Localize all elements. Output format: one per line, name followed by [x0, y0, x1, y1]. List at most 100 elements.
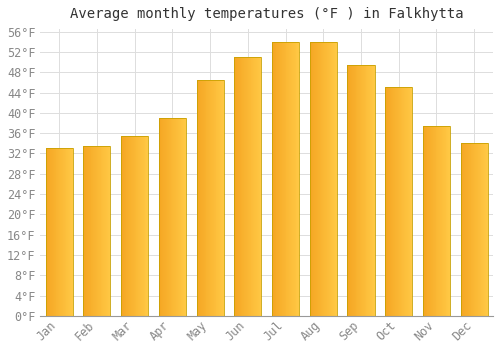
Bar [485, 143, 486, 316]
Bar [460, 143, 462, 316]
Bar [396, 88, 397, 316]
Bar [53, 148, 54, 316]
Bar [358, 65, 359, 316]
Bar [176, 118, 177, 316]
Bar [272, 42, 299, 316]
Bar [248, 57, 250, 316]
Bar [60, 148, 61, 316]
Bar [276, 42, 278, 316]
Bar [487, 143, 488, 316]
Bar [274, 42, 276, 316]
Bar [283, 42, 284, 316]
Bar [178, 118, 180, 316]
Bar [460, 143, 488, 316]
Bar [100, 146, 102, 316]
Bar [235, 57, 236, 316]
Bar [46, 148, 48, 316]
Bar [139, 136, 140, 316]
Bar [474, 143, 475, 316]
Bar [218, 80, 219, 316]
Bar [292, 42, 293, 316]
Bar [237, 57, 238, 316]
Bar [213, 80, 214, 316]
Bar [72, 148, 73, 316]
Bar [370, 65, 371, 316]
Bar [177, 118, 178, 316]
Bar [433, 126, 434, 316]
Bar [394, 88, 395, 316]
Bar [353, 65, 354, 316]
Bar [170, 118, 172, 316]
Bar [273, 42, 274, 316]
Bar [221, 80, 222, 316]
Bar [360, 65, 361, 316]
Bar [443, 126, 444, 316]
Bar [475, 143, 476, 316]
Bar [280, 42, 281, 316]
Bar [141, 136, 142, 316]
Bar [219, 80, 220, 316]
Bar [315, 42, 316, 316]
Bar [478, 143, 480, 316]
Bar [95, 146, 96, 316]
Bar [245, 57, 246, 316]
Bar [352, 65, 353, 316]
Bar [468, 143, 469, 316]
Bar [68, 148, 69, 316]
Bar [281, 42, 282, 316]
Bar [477, 143, 478, 316]
Bar [159, 118, 186, 316]
Bar [144, 136, 146, 316]
Bar [64, 148, 66, 316]
Bar [166, 118, 167, 316]
Bar [289, 42, 290, 316]
Bar [185, 118, 186, 316]
Bar [400, 88, 402, 316]
Bar [220, 80, 221, 316]
Bar [199, 80, 200, 316]
Bar [327, 42, 328, 316]
Bar [94, 146, 95, 316]
Bar [51, 148, 52, 316]
Bar [385, 88, 386, 316]
Bar [476, 143, 477, 316]
Bar [223, 80, 224, 316]
Bar [279, 42, 280, 316]
Bar [253, 57, 254, 316]
Bar [322, 42, 324, 316]
Bar [363, 65, 364, 316]
Bar [351, 65, 352, 316]
Bar [392, 88, 394, 316]
Bar [250, 57, 252, 316]
Bar [201, 80, 202, 316]
Bar [310, 42, 337, 316]
Bar [168, 118, 170, 316]
Bar [240, 57, 242, 316]
Bar [440, 126, 441, 316]
Bar [209, 80, 210, 316]
Bar [431, 126, 432, 316]
Bar [106, 146, 107, 316]
Bar [136, 136, 138, 316]
Bar [385, 88, 412, 316]
Bar [334, 42, 335, 316]
Bar [162, 118, 164, 316]
Bar [210, 80, 211, 316]
Bar [284, 42, 286, 316]
Bar [102, 146, 103, 316]
Bar [470, 143, 472, 316]
Bar [92, 146, 94, 316]
Bar [174, 118, 175, 316]
Bar [208, 80, 209, 316]
Bar [131, 136, 132, 316]
Bar [371, 65, 372, 316]
Bar [326, 42, 327, 316]
Bar [234, 57, 262, 316]
Bar [291, 42, 292, 316]
Bar [164, 118, 165, 316]
Bar [432, 126, 433, 316]
Bar [206, 80, 208, 316]
Bar [198, 80, 199, 316]
Bar [314, 42, 315, 316]
Bar [335, 42, 336, 316]
